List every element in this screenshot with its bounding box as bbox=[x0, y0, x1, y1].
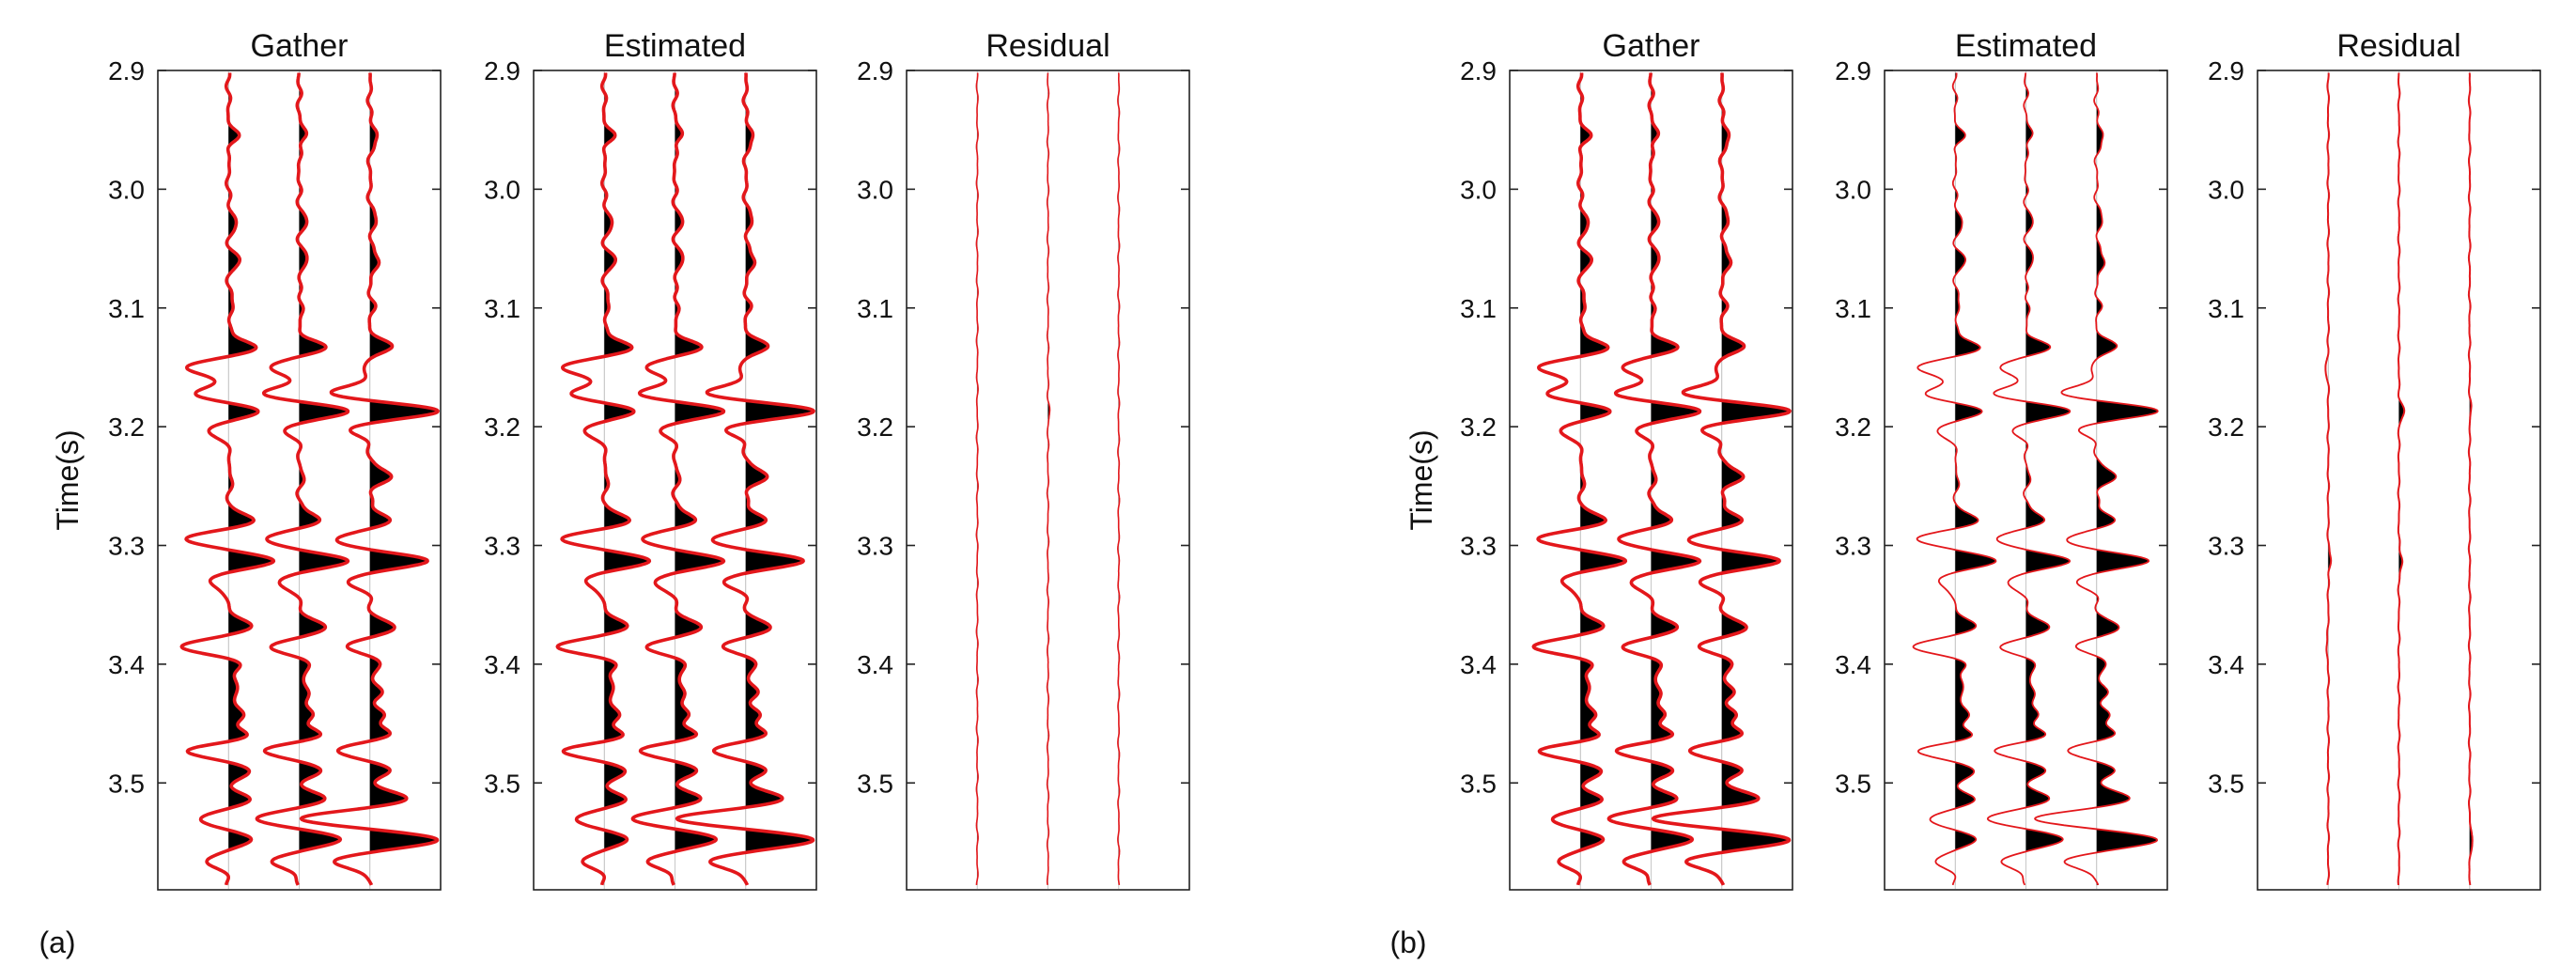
y-tick-label: 3.5 bbox=[1835, 769, 1871, 798]
trace-positive-fill bbox=[1721, 72, 1791, 885]
trace-wiggle bbox=[975, 72, 979, 885]
trace-positive-fill bbox=[745, 72, 815, 885]
y-tick-label: 3.5 bbox=[1460, 769, 1497, 798]
panel-residual: Residual 2.9 3.0 3.1 3.2 3.3 3.4 3.5 bbox=[857, 28, 1190, 891]
trace-wiggle bbox=[2324, 72, 2333, 885]
trace-wiggle bbox=[1912, 72, 1997, 886]
trace-positive-fill bbox=[1580, 72, 1626, 885]
trace-wiggle bbox=[179, 71, 276, 886]
y-tick-label: 3.3 bbox=[108, 532, 145, 561]
y-tick-label: 3.1 bbox=[1460, 294, 1497, 323]
trace-positive-fill bbox=[369, 72, 439, 885]
trace-positive-fill bbox=[1651, 72, 1700, 885]
axis-box bbox=[157, 70, 442, 891]
figure-a: (a)Time(s)Gather2.93.03.13.23.33.43.5Est… bbox=[39, 28, 1190, 959]
panel-gather: Gather 2.9 3.0 3.1 3.2 3.3 3.4 3.5 bbox=[1460, 28, 1793, 891]
y-tick-label: 3.0 bbox=[484, 175, 520, 204]
y-tick-label: 3.2 bbox=[1460, 412, 1497, 442]
panel-residual: Residual 2.9 3.0 3.1 3.2 3.3 3.4 3.5 bbox=[2208, 28, 2541, 891]
trace-positive-fill bbox=[604, 72, 650, 885]
panel-title: Gather bbox=[251, 28, 349, 64]
y-tick-label: 3.4 bbox=[1835, 650, 1871, 679]
trace-wiggle bbox=[1531, 71, 1628, 886]
figure-b: (b)Time(s)Gather2.93.03.13.23.33.43.5Est… bbox=[1389, 28, 2541, 959]
y-tick-label: 3.5 bbox=[2208, 769, 2244, 798]
axis-box bbox=[1884, 70, 2168, 891]
y-tick-label: 3.1 bbox=[1835, 294, 1871, 323]
panel-estimated: Estimated 2.9 3.0 3.1 3.2 3.3 3.4 3.5 bbox=[1835, 28, 2168, 891]
trace-positive-fill bbox=[1955, 72, 1996, 885]
y-tick-label: 3.2 bbox=[108, 412, 145, 442]
y-tick-label: 3.4 bbox=[1460, 650, 1497, 679]
y-tick-label: 3.0 bbox=[857, 175, 893, 204]
y-tick-label: 3.0 bbox=[108, 175, 145, 204]
y-tick-label: 2.9 bbox=[108, 56, 145, 86]
y-tick-label: 2.9 bbox=[857, 56, 893, 86]
y-tick-label: 3.2 bbox=[2208, 412, 2244, 442]
figure-label: (a) bbox=[39, 926, 75, 959]
trace-wiggle bbox=[1117, 72, 1121, 886]
y-tick-label: 2.9 bbox=[1835, 56, 1871, 86]
y-axis-label: Time(s) bbox=[1404, 429, 1438, 530]
trace-wiggle bbox=[1606, 71, 1702, 886]
panel-estimated: Estimated 2.9 3.0 3.1 3.2 3.3 3.4 3.5 bbox=[484, 28, 817, 891]
panel-title: Gather bbox=[1603, 28, 1700, 64]
y-tick-label: 3.3 bbox=[484, 532, 520, 561]
y-tick-label: 3.2 bbox=[484, 412, 520, 442]
y-tick-label: 3.1 bbox=[2208, 294, 2244, 323]
panel-title: Estimated bbox=[604, 28, 746, 64]
trace-positive-fill bbox=[228, 72, 274, 885]
trace-wiggle bbox=[2034, 72, 2159, 886]
y-tick-label: 3.3 bbox=[857, 532, 893, 561]
trace-positive-fill bbox=[2025, 72, 2071, 885]
y-tick-label: 3.3 bbox=[1460, 532, 1497, 561]
trace-wiggle bbox=[1046, 72, 1051, 886]
trace-positive-fill bbox=[299, 72, 349, 885]
y-tick-label: 2.9 bbox=[2208, 56, 2244, 86]
trace-wiggle bbox=[2467, 72, 2474, 886]
y-tick-label: 3.4 bbox=[857, 650, 893, 679]
y-tick-label: 3.4 bbox=[2208, 650, 2244, 679]
trace-wiggle bbox=[1651, 71, 1792, 886]
y-tick-label: 3.1 bbox=[108, 294, 145, 323]
trace-positive-fill bbox=[2096, 72, 2158, 885]
trace-positive-fill bbox=[675, 72, 724, 885]
y-tick-label: 3.0 bbox=[1835, 175, 1871, 204]
trace-wiggle bbox=[630, 71, 726, 886]
trace-wiggle bbox=[1986, 72, 2072, 886]
axis-box bbox=[2257, 70, 2541, 891]
axis-box bbox=[533, 70, 817, 891]
panel-title: Residual bbox=[985, 28, 1110, 64]
y-tick-label: 3.4 bbox=[108, 650, 145, 679]
y-tick-label: 3.4 bbox=[484, 650, 520, 679]
y-tick-label: 3.0 bbox=[1460, 175, 1497, 204]
y-tick-label: 2.9 bbox=[1460, 56, 1497, 86]
trace-wiggle bbox=[255, 71, 350, 886]
panel-title: Estimated bbox=[1955, 28, 2097, 64]
y-axis-label: Time(s) bbox=[51, 429, 85, 530]
trace-wiggle bbox=[299, 71, 440, 886]
y-tick-label: 3.2 bbox=[857, 412, 893, 442]
panel-gather: Gather 2.9 3.0 3.1 3.2 3.3 3.4 3.5 bbox=[108, 28, 442, 891]
y-tick-label: 3.5 bbox=[484, 769, 520, 798]
axis-box bbox=[1509, 70, 1793, 891]
y-tick-label: 3.3 bbox=[2208, 532, 2244, 561]
trace-wiggle bbox=[2397, 72, 2406, 886]
y-tick-label: 3.0 bbox=[2208, 175, 2244, 204]
panel-title: Residual bbox=[2336, 28, 2460, 64]
y-tick-label: 3.3 bbox=[1835, 532, 1871, 561]
figure-label: (b) bbox=[1389, 926, 1426, 959]
y-tick-label: 3.1 bbox=[484, 294, 520, 323]
y-tick-label: 2.9 bbox=[484, 56, 520, 86]
trace-wiggle bbox=[675, 71, 815, 886]
y-tick-label: 3.5 bbox=[108, 769, 145, 798]
y-tick-label: 3.1 bbox=[857, 294, 893, 323]
axis-box bbox=[906, 70, 1190, 891]
y-tick-label: 3.5 bbox=[857, 769, 893, 798]
trace-wiggle bbox=[555, 71, 652, 886]
y-tick-label: 3.2 bbox=[1835, 412, 1871, 442]
